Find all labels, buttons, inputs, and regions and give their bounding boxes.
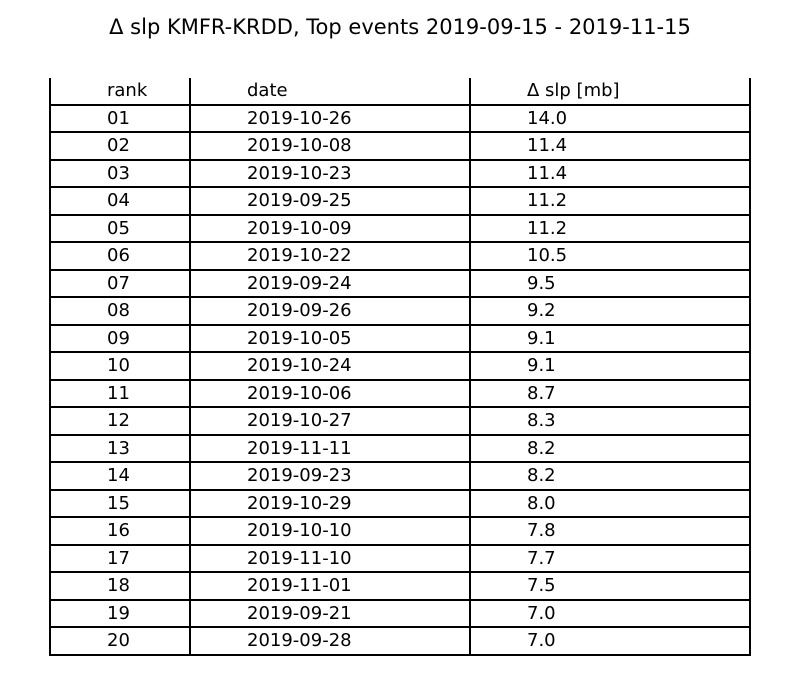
rank-cell: 15 <box>49 489 191 518</box>
slp-cell: 8.2 <box>469 434 751 463</box>
table-row: 15 2019-10-29 8.0 <box>49 489 751 518</box>
table-row: 07 2019-09-24 9.5 <box>49 269 751 298</box>
events-table-container: rank date Δ slp [mb] 01 2019-10-26 14.0 02 2… <box>49 78 751 656</box>
column-header-slp: Δ slp [mb] <box>469 78 751 106</box>
table-row: 04 2019-09-25 11.2 <box>49 187 751 216</box>
slp-cell: 9.1 <box>469 324 751 353</box>
rank-cell: 11 <box>49 379 191 408</box>
header-row: rank date Δ slp [mb] <box>49 78 751 106</box>
table-row: 01 2019-10-26 14.0 <box>49 104 751 133</box>
rank-cell: 09 <box>49 324 191 353</box>
table-row: 18 2019-11-01 7.5 <box>49 572 751 601</box>
table-row: 13 2019-11-11 8.2 <box>49 434 751 463</box>
slp-cell: 11.4 <box>469 132 751 161</box>
rank-cell: 16 <box>49 517 191 546</box>
date-cell: 2019-09-21 <box>189 599 471 628</box>
slp-cell: 11.4 <box>469 159 751 188</box>
table-row: 19 2019-09-21 7.0 <box>49 599 751 628</box>
table-row: 10 2019-10-24 9.1 <box>49 352 751 381</box>
date-cell: 2019-10-27 <box>189 407 471 436</box>
table-row: 12 2019-10-27 8.3 <box>49 407 751 436</box>
date-cell: 2019-10-06 <box>189 379 471 408</box>
events-table: rank date Δ slp [mb] 01 2019-10-26 14.0 02 2… <box>49 78 751 656</box>
date-cell: 2019-10-09 <box>189 214 471 243</box>
slp-cell: 8.3 <box>469 407 751 436</box>
rank-cell: 10 <box>49 352 191 381</box>
slp-cell: 7.0 <box>469 627 751 656</box>
table-row: 06 2019-10-22 10.5 <box>49 242 751 271</box>
date-cell: 2019-10-08 <box>189 132 471 161</box>
table-row: 08 2019-09-26 9.2 <box>49 297 751 326</box>
slp-cell: 7.8 <box>469 517 751 546</box>
slp-cell: 7.0 <box>469 599 751 628</box>
date-cell: 2019-10-29 <box>189 489 471 518</box>
slp-cell: 11.2 <box>469 187 751 216</box>
date-cell: 2019-11-11 <box>189 434 471 463</box>
table-row: 20 2019-09-28 7.0 <box>49 627 751 656</box>
table-row: 05 2019-10-09 11.2 <box>49 214 751 243</box>
date-cell: 2019-11-01 <box>189 572 471 601</box>
chart-title: Δ slp KMFR-KRDD, Top events 2019-09-15 -… <box>109 15 691 39</box>
rank-cell: 19 <box>49 599 191 628</box>
date-cell: 2019-10-23 <box>189 159 471 188</box>
slp-cell: 8.7 <box>469 379 751 408</box>
date-cell: 2019-09-26 <box>189 297 471 326</box>
date-cell: 2019-09-25 <box>189 187 471 216</box>
slp-cell: 14.0 <box>469 104 751 133</box>
rank-cell: 18 <box>49 572 191 601</box>
rank-cell: 20 <box>49 627 191 656</box>
rank-cell: 08 <box>49 297 191 326</box>
slp-cell: 10.5 <box>469 242 751 271</box>
table-row: 14 2019-09-23 8.2 <box>49 462 751 491</box>
date-cell: 2019-09-23 <box>189 462 471 491</box>
rank-cell: 17 <box>49 544 191 573</box>
table-header: rank date Δ slp [mb] <box>49 78 751 106</box>
column-header-date: date <box>189 78 471 106</box>
date-cell: 2019-10-24 <box>189 352 471 381</box>
rank-cell: 06 <box>49 242 191 271</box>
slp-cell: 7.7 <box>469 544 751 573</box>
rank-cell: 07 <box>49 269 191 298</box>
date-cell: 2019-10-10 <box>189 517 471 546</box>
slp-cell: 8.2 <box>469 462 751 491</box>
table-row: 09 2019-10-05 9.1 <box>49 324 751 353</box>
date-cell: 2019-09-24 <box>189 269 471 298</box>
date-cell: 2019-09-28 <box>189 627 471 656</box>
date-cell: 2019-10-22 <box>189 242 471 271</box>
date-cell: 2019-10-05 <box>189 324 471 353</box>
slp-cell: 11.2 <box>469 214 751 243</box>
table-row: 17 2019-11-10 7.7 <box>49 544 751 573</box>
table-row: 16 2019-10-10 7.8 <box>49 517 751 546</box>
slp-cell: 9.1 <box>469 352 751 381</box>
slp-cell: 9.5 <box>469 269 751 298</box>
table-row: 02 2019-10-08 11.4 <box>49 132 751 161</box>
rank-cell: 05 <box>49 214 191 243</box>
rank-cell: 01 <box>49 104 191 133</box>
slp-cell: 9.2 <box>469 297 751 326</box>
rank-cell: 03 <box>49 159 191 188</box>
table-row: 11 2019-10-06 8.7 <box>49 379 751 408</box>
date-cell: 2019-11-10 <box>189 544 471 573</box>
table-body: 01 2019-10-26 14.0 02 2019-10-08 11.4 03 2019-1… <box>49 104 751 656</box>
rank-cell: 13 <box>49 434 191 463</box>
table-row: 03 2019-10-23 11.4 <box>49 159 751 188</box>
date-cell: 2019-10-26 <box>189 104 471 133</box>
rank-cell: 04 <box>49 187 191 216</box>
rank-cell: 12 <box>49 407 191 436</box>
slp-cell: 8.0 <box>469 489 751 518</box>
rank-cell: 02 <box>49 132 191 161</box>
slp-cell: 7.5 <box>469 572 751 601</box>
column-header-rank: rank <box>49 78 191 106</box>
rank-cell: 14 <box>49 462 191 491</box>
